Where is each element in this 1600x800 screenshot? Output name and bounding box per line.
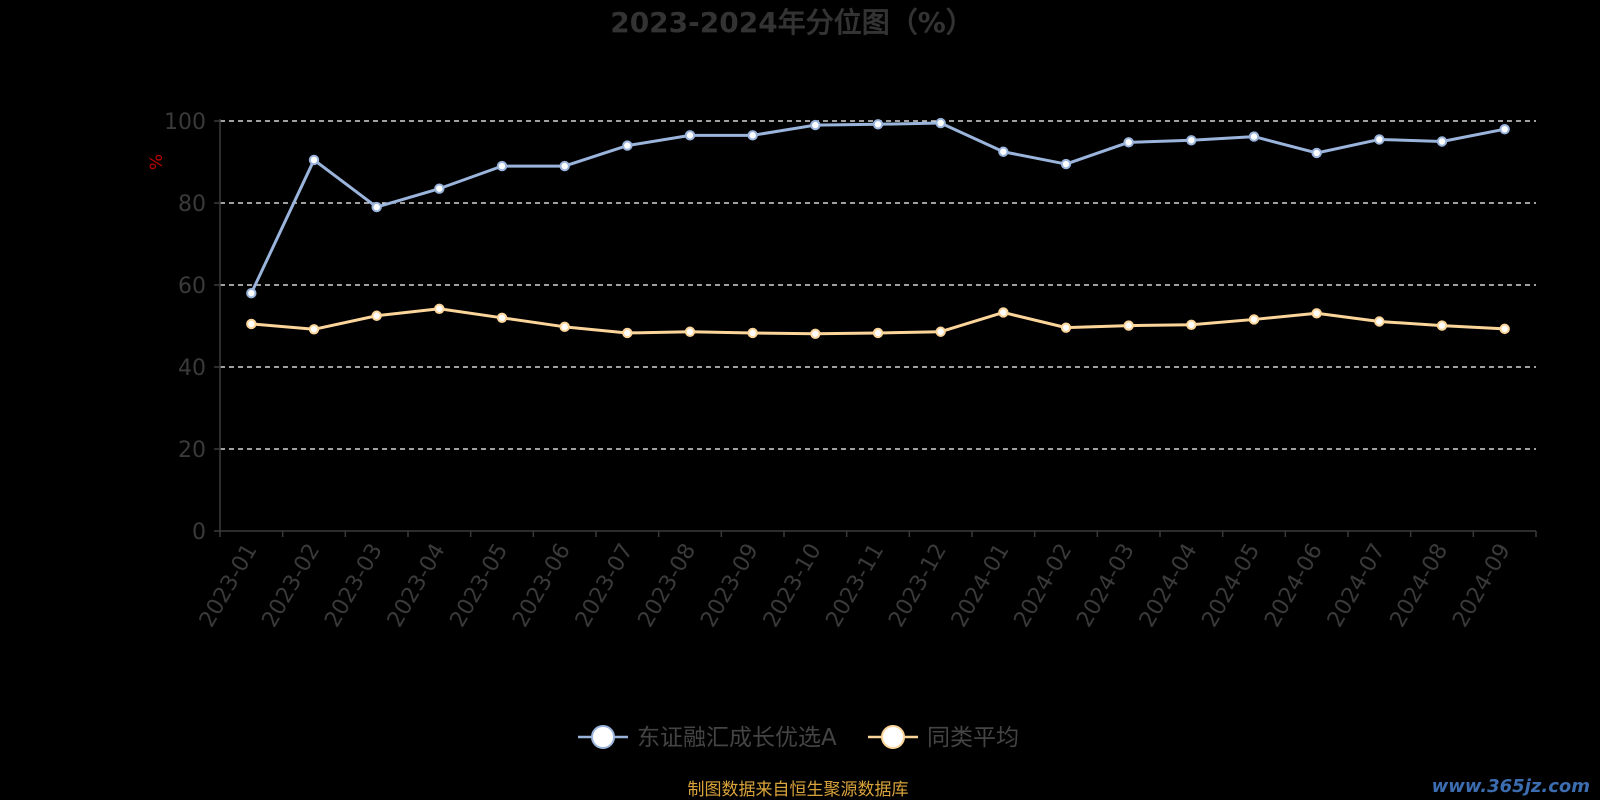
x-tick-label: 2023-04 [383,540,451,632]
y-tick-label: 60 [178,274,206,299]
series-0 [246,117,1510,299]
data-point[interactable] [434,183,445,194]
data-point[interactable] [559,321,570,333]
data-point[interactable] [434,303,445,314]
x-tick-label: 2023-08 [634,540,702,632]
x-tick-label: 2023-02 [258,540,326,632]
x-tick-label: 2023-03 [320,540,388,632]
y-axis-label: % [147,154,167,170]
x-tick-label: 2024-08 [1386,540,1454,632]
legend-swatch-marker [881,725,905,749]
y-tick-label: 80 [178,192,206,217]
data-point[interactable] [559,160,570,172]
x-tick-label: 2023-11 [822,540,890,632]
x-tick-label: 2023-01 [195,540,263,632]
x-tick-label: 2024-01 [947,539,1015,631]
data-point[interactable] [1436,136,1448,147]
legend-item-1[interactable]: 同类平均 [868,725,1019,751]
x-tick-label: 2023-06 [508,540,576,632]
y-tick-label: 100 [164,110,206,135]
data-point[interactable] [1186,319,1197,330]
data-point[interactable] [935,117,946,129]
legend-label: 同类平均 [927,725,1019,751]
grid-lines [220,120,1536,450]
y-tick-label: 0 [192,520,206,545]
data-point[interactable] [496,160,508,172]
data-point[interactable] [1060,158,1072,170]
data-point[interactable] [308,324,320,335]
data-point[interactable] [810,328,821,339]
legend-swatch-marker [591,725,615,749]
data-point[interactable] [747,327,758,339]
x-tick-label: 2024-07 [1323,540,1391,632]
data-point[interactable] [935,326,946,337]
data-point[interactable] [1374,316,1385,327]
legend-item-0[interactable]: 东证融汇成长优选A [578,725,837,751]
data-point[interactable] [998,307,1009,318]
data-point[interactable] [1248,131,1260,142]
axes: 0 20 40 60 80 100 2023-012023-022023-032023-04… [164,110,1537,632]
data-point[interactable] [1311,147,1322,159]
data-point[interactable] [747,130,758,141]
watermark: www.365jz.com [1432,776,1590,797]
x-tick-label: 2023-12 [884,540,952,632]
y-tick-label: 20 [178,438,206,463]
legend-label: 东证融汇成长优选A [637,725,837,751]
data-point[interactable] [1499,124,1510,135]
series-lines [246,117,1510,339]
data-point[interactable] [872,119,884,130]
x-tick-label: 2024-06 [1260,540,1328,632]
data-point[interactable] [1374,134,1385,145]
data-point[interactable] [622,327,633,339]
data-point[interactable] [622,140,633,151]
data-point[interactable] [371,310,382,321]
data-point[interactable] [308,154,320,166]
x-tick-label: 2023-05 [446,540,514,632]
data-point[interactable] [1311,308,1322,319]
x-tick-label: 2023-10 [759,540,827,632]
data-point[interactable] [1186,135,1197,146]
series-1 [246,303,1510,339]
data-point[interactable] [810,119,821,131]
x-tick-label: 2023-07 [571,540,639,632]
data-point[interactable] [998,146,1009,157]
data-point[interactable] [1060,322,1072,333]
data-point[interactable] [496,312,508,323]
data-point[interactable] [1248,314,1260,325]
chart-title: 2023-2024年分位图（%） [610,6,974,39]
x-tick-label: 2023-09 [696,540,764,632]
data-point[interactable] [684,326,696,337]
x-tick-label: 2024-09 [1448,540,1516,632]
data-point[interactable] [1436,320,1448,331]
data-point[interactable] [872,327,884,339]
x-tick-label: 2024-03 [1072,540,1140,632]
legend[interactable]: 东证融汇成长优选A 同类平均 [578,725,1019,751]
data-point[interactable] [246,288,257,299]
data-point[interactable] [371,201,382,213]
data-point[interactable] [684,130,696,141]
data-point[interactable] [1123,137,1134,148]
x-tick-label: 2024-02 [1010,540,1078,632]
y-tick-label: 40 [178,356,206,381]
data-point[interactable] [246,318,257,330]
x-tick-label: 2024-05 [1198,540,1266,632]
x-tick-label: 2024-04 [1135,540,1203,632]
data-point[interactable] [1499,323,1510,335]
data-point[interactable] [1123,320,1134,331]
source-note: 制图数据来自恒生聚源数据库 [688,780,909,800]
